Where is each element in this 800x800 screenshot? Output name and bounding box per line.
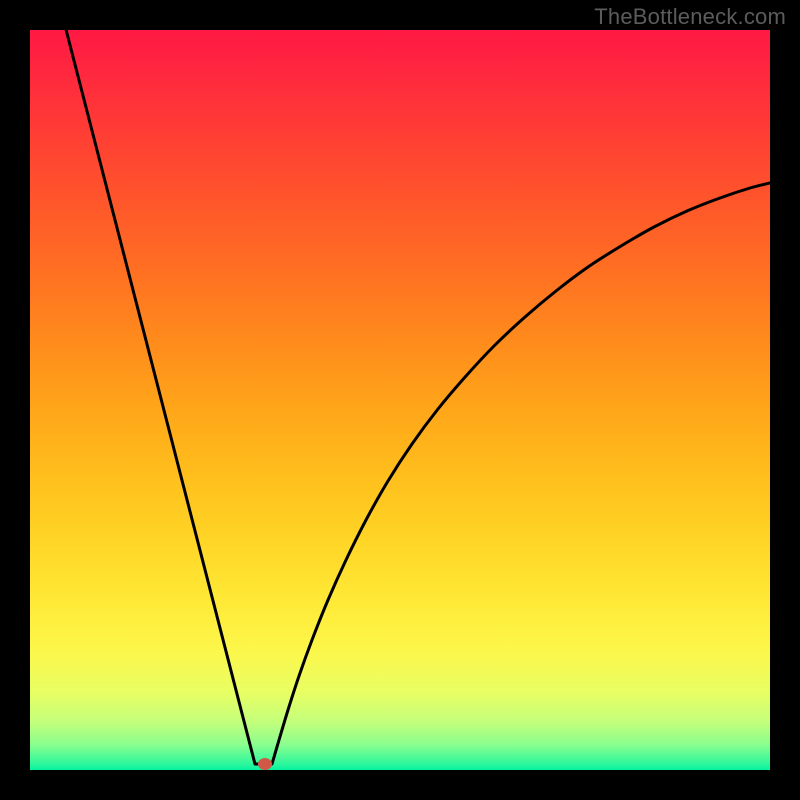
plot-background [30,30,770,770]
minimum-marker [258,758,272,770]
heatmap-chart [0,0,800,800]
chart-stage: TheBottleneck.com [0,0,800,800]
